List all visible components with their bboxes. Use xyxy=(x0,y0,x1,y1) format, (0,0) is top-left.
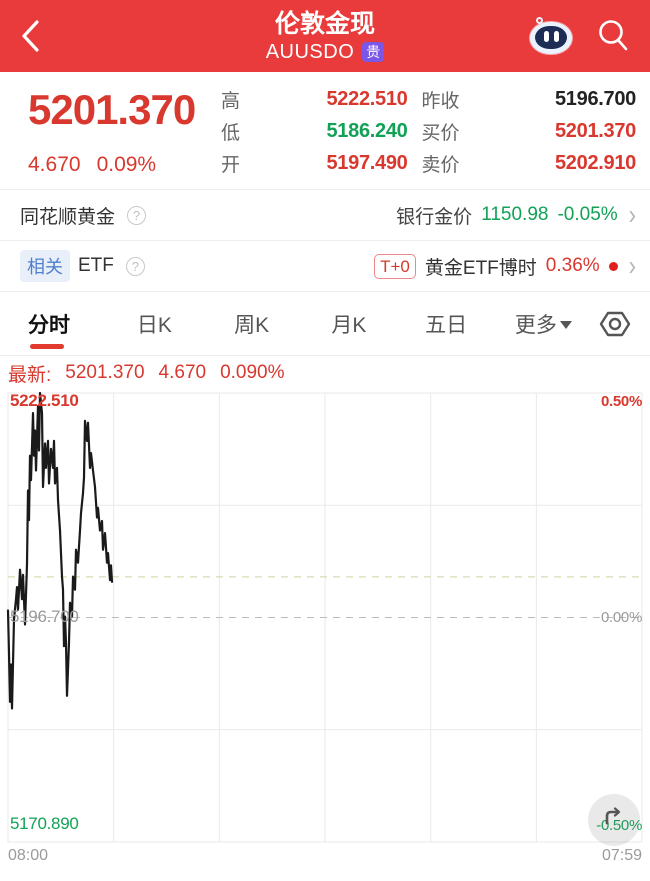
tab-minute[interactable]: 分时 xyxy=(28,292,106,355)
stat-value-low: 5186.240 xyxy=(326,119,408,142)
stat-value-open: 5197.490 xyxy=(326,151,408,174)
help-icon[interactable]: ? xyxy=(127,205,147,225)
bank-gold-change: -0.05% xyxy=(557,204,618,225)
etf-label: ETF xyxy=(78,255,114,276)
related-etf-row[interactable]: 相关 ETF ? T+0 黄金ETF博时 0.36% › xyxy=(0,241,650,292)
stat-label-ask: 卖价 xyxy=(421,154,460,176)
price-line-chart[interactable] xyxy=(0,390,650,845)
last-price: 5201.370 xyxy=(28,86,196,133)
etf-change: 0.36% xyxy=(545,255,600,276)
robot-face-icon xyxy=(535,26,567,49)
latest-change-percent: 0.090% xyxy=(220,362,285,383)
active-tab-underline xyxy=(30,344,64,349)
symbol-code: AUUSDO xyxy=(265,40,355,63)
stat-value-prev-close: 5196.700 xyxy=(554,88,636,111)
tab-weekly-k[interactable]: 周K xyxy=(203,292,300,355)
dropdown-arrow-icon xyxy=(559,321,572,329)
tab-label: 月K xyxy=(331,313,367,337)
tab-label: 更多 xyxy=(514,313,557,337)
search-icon[interactable] xyxy=(596,18,630,54)
ths-gold-row[interactable]: 同花顺黄金 ? 银行金价 1150.98 -0.05% › xyxy=(0,190,650,241)
etf-name: 黄金ETF博时 xyxy=(424,257,537,279)
tab-five-day[interactable]: 五日 xyxy=(398,292,495,355)
robot-eye-icon xyxy=(544,31,549,42)
chevron-right-icon: › xyxy=(628,198,636,230)
tab-daily-k[interactable]: 日K xyxy=(106,292,203,355)
axis-label-prev-close: 5196.700 xyxy=(10,607,79,626)
intraday-chart[interactable]: 5222.510 0.50% 5196.700 0.00% 5170.890 -… xyxy=(0,390,650,881)
t0-badge: T+0 xyxy=(374,253,416,279)
tab-label: 日K xyxy=(136,313,172,337)
stat-label-high: 高 xyxy=(221,91,241,113)
quote-panel: 5201.370 4.670 0.09% 高 5222.510 昨收 5196.… xyxy=(0,72,650,190)
latest-price: 5201.370 xyxy=(65,362,145,383)
ai-assistant-button[interactable] xyxy=(528,16,574,56)
latest-price-line: 最新: 5201.370 4.670 0.090% xyxy=(0,356,650,390)
ths-gold-label: 同花顺黄金 xyxy=(20,206,116,228)
rotate-landscape-button[interactable] xyxy=(588,794,640,846)
tab-monthly-k[interactable]: 月K xyxy=(300,292,397,355)
latest-change: 4.670 xyxy=(158,362,207,383)
red-dot-icon xyxy=(608,261,618,271)
tab-more[interactable]: 更多 xyxy=(495,292,592,355)
latest-label: 最新: xyxy=(8,364,52,386)
tab-label: 分时 xyxy=(28,313,70,337)
stat-value-ask: 5202.910 xyxy=(554,151,636,174)
stat-value-bid: 5201.370 xyxy=(554,119,636,142)
back-button[interactable] xyxy=(0,0,60,72)
stat-label-low: 低 xyxy=(221,122,241,144)
axis-label-low: 5170.890 xyxy=(10,814,79,833)
page-title: 伦敦金现 xyxy=(274,9,375,38)
time-axis-start: 08:00 xyxy=(8,847,49,864)
bank-gold-price: 1150.98 xyxy=(481,204,549,225)
robot-eye-icon xyxy=(554,31,559,42)
chart-tabbar: 分时 日K 周K 月K 五日 更多 xyxy=(0,292,650,356)
help-icon[interactable]: ? xyxy=(125,256,145,276)
price-change-percent: 0.09% xyxy=(96,153,157,176)
rotate-landscape-icon xyxy=(605,807,621,825)
axis-label-high: 5222.510 xyxy=(10,391,79,410)
tab-label: 周K xyxy=(234,313,270,337)
stat-value-high: 5222.510 xyxy=(326,88,408,111)
stat-label-prev-close: 昨收 xyxy=(421,91,460,113)
tab-label: 五日 xyxy=(425,313,468,337)
stat-label-bid: 买价 xyxy=(421,122,460,144)
time-axis-end: 07:59 xyxy=(601,847,642,864)
back-chevron-icon xyxy=(22,20,39,52)
axis-label-zero-pct: 0.00% xyxy=(600,609,642,626)
stat-label-open: 开 xyxy=(221,154,241,176)
chart-settings-button[interactable] xyxy=(592,307,632,341)
chevron-right-icon: › xyxy=(628,249,636,281)
quote-stats-grid: 高 5222.510 昨收 5196.700 低 5186.240 买价 520… xyxy=(213,82,640,181)
gear-icon xyxy=(599,311,631,336)
precious-badge: 贵 xyxy=(362,42,385,62)
price-change: 4.670 xyxy=(28,153,81,176)
axis-label-high-pct: 0.50% xyxy=(600,393,642,410)
bank-gold-label: 银行金价 xyxy=(396,206,473,228)
related-tag: 相关 xyxy=(20,250,70,282)
app-header: 伦敦金现 AUUSDO 贵 xyxy=(0,0,650,72)
